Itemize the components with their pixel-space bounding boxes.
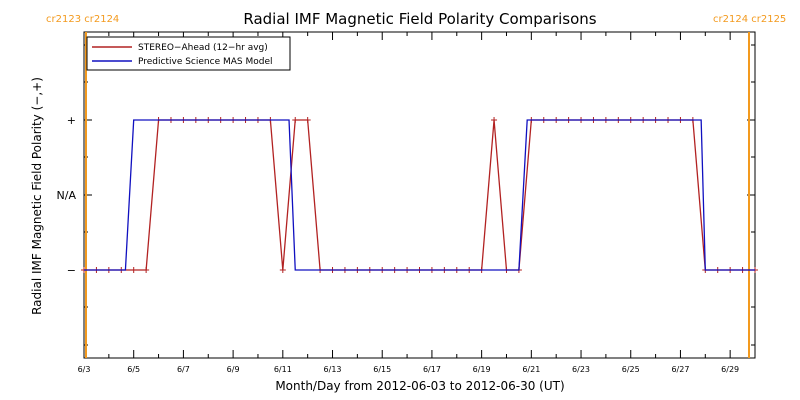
legend-label-stereo: STEREO−Ahead (12−hr avg) xyxy=(138,43,268,53)
series-line-stereo xyxy=(84,119,755,271)
data-point-marker xyxy=(491,117,498,123)
x-tick-label: 6/25 xyxy=(622,365,640,374)
series-layer xyxy=(81,117,758,273)
data-point-marker xyxy=(130,267,137,273)
x-tick-label: 6/21 xyxy=(522,365,540,374)
x-tick-label: 6/27 xyxy=(671,365,689,374)
series-line-mas-model xyxy=(84,119,755,271)
x-axis-label: Month/Day from 2012-06-03 to 2012-06-30 … xyxy=(275,379,564,393)
carrington-label-right: cr2124 cr2125 xyxy=(713,14,786,25)
data-point-marker xyxy=(292,117,299,123)
x-tick-label: 6/13 xyxy=(324,365,342,374)
legend-box xyxy=(86,36,291,71)
y-axis-ticks: − N/A + xyxy=(57,44,755,346)
data-point-marker xyxy=(279,267,286,273)
x-tick-label: 6/29 xyxy=(721,365,739,374)
x-tick-label: 6/17 xyxy=(423,365,441,374)
carrington-lines xyxy=(85,32,750,358)
y-axis-label: Radial IMF Magnetic Field Polarity (−,+) xyxy=(30,77,44,315)
y-tick-label: N/A xyxy=(57,189,77,202)
y-tick-label: − xyxy=(67,264,76,277)
legend: STEREO−Ahead (12−hr avg) Predictive Scie… xyxy=(86,36,291,71)
data-point-marker xyxy=(143,267,150,273)
y-tick-label: + xyxy=(67,114,76,127)
x-axis-ticks: 6/3 6/5 6/7 6/9 6/11 6/13 6/15 6/17 6/19 6/21 6/23… xyxy=(78,32,756,374)
plot-frame xyxy=(83,31,756,359)
x-tick-label: 6/9 xyxy=(227,365,240,374)
x-tick-label: 6/5 xyxy=(127,365,140,374)
data-point-marker xyxy=(304,117,311,123)
x-tick-label: 6/15 xyxy=(373,365,391,374)
carrington-label-left: cr2123 cr2124 xyxy=(46,14,119,25)
x-tick-label: 6/7 xyxy=(177,365,190,374)
x-tick-label: 6/11 xyxy=(274,365,292,374)
x-tick-label: 6/19 xyxy=(473,365,491,374)
x-tick-label: 6/23 xyxy=(572,365,590,374)
x-tick-label: 6/3 xyxy=(78,365,91,374)
chart-title: Radial IMF Magnetic Field Polarity Compa… xyxy=(243,10,596,28)
legend-label-mas-model: Predictive Science MAS Model xyxy=(138,57,273,67)
